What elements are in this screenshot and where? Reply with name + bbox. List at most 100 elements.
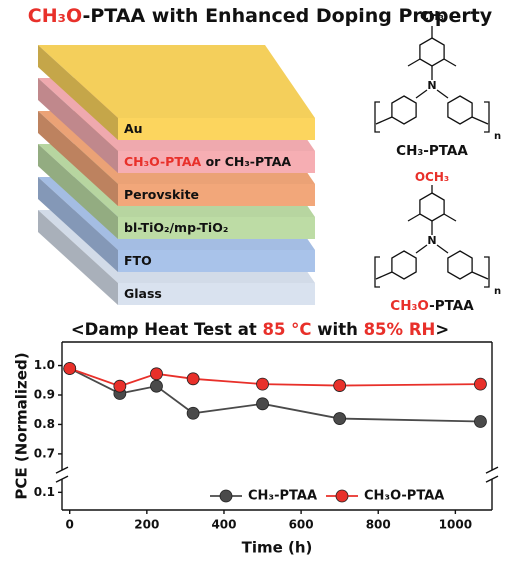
layer-side — [38, 210, 118, 305]
axis-break — [55, 466, 69, 474]
bracket — [374, 101, 380, 133]
x-tick-label: 400 — [211, 518, 236, 532]
structure-name: CH₃-PTAA — [396, 143, 468, 159]
ring — [447, 95, 473, 125]
ring — [447, 250, 473, 280]
data-point — [474, 377, 487, 391]
bond — [471, 271, 489, 280]
bond — [407, 213, 421, 222]
layer-side — [38, 78, 118, 173]
text-part: bl-TiO₂/mp-TiO₂ — [124, 220, 228, 235]
layer-label: Au — [124, 121, 143, 136]
layer-label: CH₃O-PTAA or CH₃-PTAA — [124, 154, 291, 169]
bond — [436, 89, 449, 99]
text-part: FTO — [124, 253, 152, 268]
chart: <Damp Heat Test at 85 °C with 85% RH>0.1… — [13, 320, 499, 557]
text-part: CH₃O — [390, 298, 429, 314]
text-part: Glass — [124, 286, 162, 301]
layer-side — [38, 111, 118, 206]
data-point — [256, 397, 269, 411]
y-tick-label: 0.9 — [34, 388, 55, 402]
series-line — [69, 367, 481, 423]
bracket — [484, 256, 490, 288]
substituent-label: OCH₃ — [415, 170, 449, 184]
data-point — [474, 415, 487, 428]
bracket — [374, 256, 380, 288]
bracket — [484, 101, 490, 133]
layer-side — [38, 177, 118, 272]
bond — [443, 58, 457, 67]
layer-top — [38, 45, 315, 118]
text-part: CH₃-PTAA — [396, 143, 468, 159]
text-part: -PTAA — [429, 298, 474, 314]
x-axis-label: Time (h) — [242, 539, 313, 557]
data-point — [113, 379, 127, 393]
y-tick-label: 0.8 — [34, 417, 55, 431]
ring — [419, 192, 445, 222]
text-part: CH₃ — [420, 9, 444, 23]
x-tick-label: 600 — [289, 518, 314, 532]
substituent-label: CH₃ — [420, 9, 444, 23]
ring — [419, 37, 445, 67]
structure-ch3-ptaa: N — [374, 26, 490, 133]
data-point — [150, 367, 163, 381]
data-point — [333, 379, 347, 392]
text-part: 85% RH — [364, 320, 436, 339]
text-part: with — [312, 320, 364, 339]
atom-label: N — [427, 234, 436, 247]
x-tick-label: 800 — [366, 518, 391, 532]
y-axis-label: PCE (Normalized) — [13, 352, 31, 499]
bond — [375, 271, 393, 280]
atom-label: N — [427, 79, 436, 92]
ring — [391, 95, 417, 125]
chart-title: <Damp Heat Test at 85 °C with 85% RH> — [71, 320, 449, 339]
data-point — [186, 406, 200, 420]
layer-front — [118, 283, 315, 305]
text-part: <Damp Heat Test at — [71, 320, 263, 339]
bond — [443, 213, 457, 222]
text-part: CH₃O-PTAA — [124, 154, 202, 169]
axis-break — [485, 475, 499, 483]
bond — [375, 116, 393, 125]
text-part: Au — [124, 121, 143, 136]
layer-stack: Glass FTO bl-TiO₂/mp-TiO₂ Perovskite CH₃O-PT… — [38, 45, 315, 305]
figure-title: CH₃O-PTAA with Enhanced Doping Property — [28, 5, 493, 27]
legend-label: CH₃O-PTAA — [364, 489, 444, 504]
layer-side — [38, 45, 118, 140]
y-tick-label: 1.0 — [34, 358, 55, 372]
data-point — [186, 372, 200, 386]
axis-break — [485, 466, 499, 474]
bond — [471, 116, 489, 125]
text-part: -PTAA with Enhanced Doping Property — [82, 5, 492, 27]
axis-break — [55, 475, 69, 483]
layer-label: Perovskite — [124, 187, 199, 202]
layer-front — [118, 151, 315, 173]
x-tick-label: 1000 — [439, 518, 472, 532]
y-tick-label: 0.1 — [34, 485, 55, 499]
data-point — [256, 377, 269, 391]
repeat-label: n — [494, 131, 501, 142]
series-line — [69, 367, 481, 388]
data-point — [333, 412, 347, 425]
text-part: > — [435, 320, 449, 339]
structure-name: CH₃O-PTAA — [390, 298, 474, 314]
x-tick-label: 200 — [134, 518, 159, 532]
text-part: Perovskite — [124, 187, 199, 202]
ring — [391, 250, 417, 280]
text-part: CH₃O — [28, 5, 83, 27]
text-part: or CH₃-PTAA — [201, 154, 291, 169]
layer-label: FTO — [124, 253, 152, 268]
data-point — [63, 362, 77, 375]
legend-label: CH₃-PTAA — [248, 489, 317, 504]
legend-marker — [335, 489, 349, 503]
data-point — [150, 379, 163, 393]
layer-front — [118, 118, 315, 140]
layer-front — [118, 184, 315, 206]
layer-label: bl-TiO₂/mp-TiO₂ — [124, 220, 228, 235]
layer-label: Glass — [124, 286, 162, 301]
text-part: 85 °C — [262, 320, 311, 339]
y-tick-label: 0.7 — [34, 446, 55, 460]
bond — [415, 89, 428, 99]
layer-front — [118, 217, 315, 239]
